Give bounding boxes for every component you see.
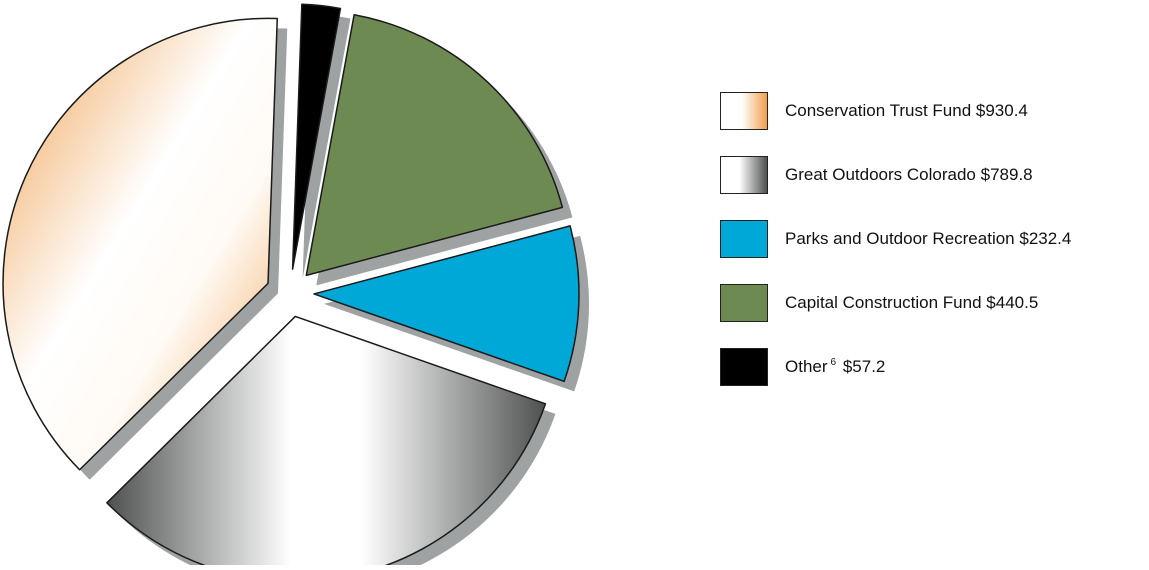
legend-item-great-outdoors-colorado: Great Outdoors Colorado $789.8	[720, 154, 1140, 196]
legend-swatch-parks-and-outdoor-recreation	[720, 220, 768, 258]
legend-swatch-other	[720, 348, 768, 386]
legend-label-value: $440.5	[986, 293, 1039, 312]
legend-item-capital-construction-fund: Capital Construction Fund $440.5	[720, 282, 1140, 324]
legend-label: Great Outdoors Colorado $789.8	[785, 165, 1033, 185]
pie-slice-great-outdoors-colorado	[106, 315, 547, 570]
legend-label-value: $232.4	[1019, 229, 1072, 248]
pie-slice-conservation-trust-fund	[2, 17, 279, 471]
legend-item-parks-and-outdoor-recreation: Parks and Outdoor Recreation $232.4	[720, 218, 1140, 260]
legend-swatch-conservation-trust-fund	[720, 92, 768, 130]
pie-slice-parks-and-outdoor-recreation	[313, 225, 580, 383]
pie-slice-other	[291, 3, 342, 270]
pie-slice-capital-construction-fund	[305, 13, 564, 277]
legend-label: Other 6 $57.2	[785, 357, 885, 377]
legend-label: Parks and Outdoor Recreation $232.4	[785, 229, 1071, 249]
legend: Conservation Trust Fund $930.4 Great Out…	[720, 90, 1140, 410]
pie-chart	[2, 3, 589, 570]
legend-label: Conservation Trust Fund $930.4	[785, 101, 1028, 121]
legend-label-value: $57.2	[842, 357, 886, 376]
legend-label-name: Capital Construction Fund	[785, 293, 982, 312]
legend-label-name: Great Outdoors Colorado	[785, 165, 976, 184]
legend-label-value: $789.8	[980, 165, 1033, 184]
pie-slices	[2, 3, 580, 570]
legend-label-name: Parks and Outdoor Recreation	[785, 229, 1015, 248]
legend-item-other: Other 6 $57.2	[720, 346, 1140, 388]
footnote-mark: 6	[830, 357, 837, 369]
legend-label: Capital Construction Fund $440.5	[785, 293, 1038, 313]
legend-item-conservation-trust-fund: Conservation Trust Fund $930.4	[720, 90, 1140, 132]
legend-swatch-great-outdoors-colorado	[720, 156, 768, 194]
legend-label-value: $930.4	[975, 101, 1028, 120]
pie-chart-svg	[2, 3, 589, 570]
legend-label-name: Other	[785, 357, 828, 376]
legend-swatch-capital-construction-fund	[720, 284, 768, 322]
legend-label-name: Conservation Trust Fund	[785, 101, 972, 120]
